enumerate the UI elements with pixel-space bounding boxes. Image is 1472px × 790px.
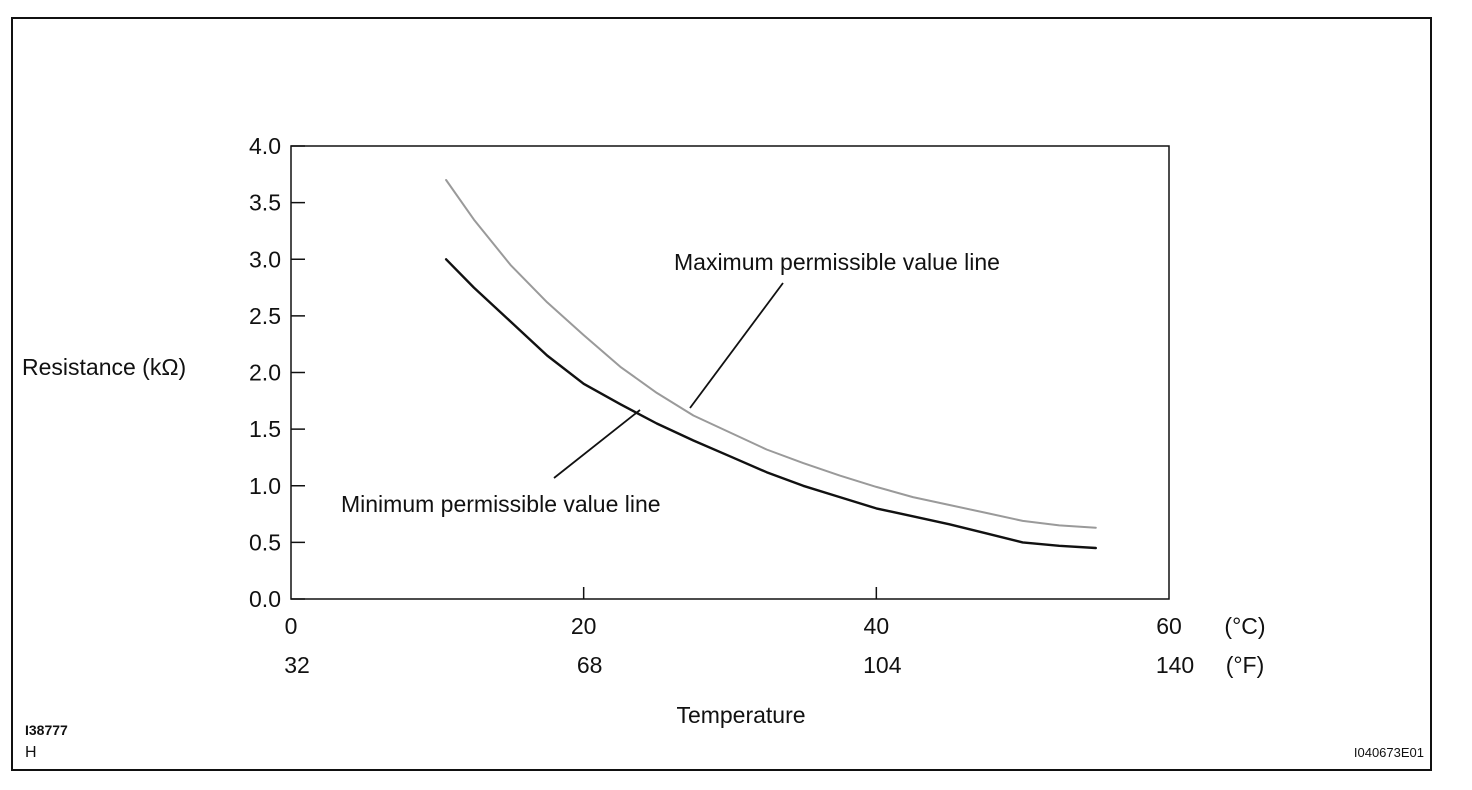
x-tick-label-f-1: 68	[577, 652, 603, 678]
min-callout-leader	[553, 409, 641, 479]
figure-code-left-sub: H	[25, 744, 37, 761]
y-tick-label-4: 2.0	[249, 360, 281, 386]
x-tick-label-f-3: 140	[1156, 652, 1194, 678]
y-axis-ticks: 0.0 0.5 1.0 1.5 2.0 2.5 3.0 3.5 4.0	[249, 133, 305, 612]
min-permissible-line	[444, 258, 1098, 550]
y-tick-label-8: 4.0	[249, 133, 281, 159]
max-permissible-line	[445, 179, 1097, 529]
max-callout-leader	[689, 282, 784, 409]
x-tick-label-f-2: 104	[863, 652, 902, 678]
celsius-unit-label: (°C)	[1224, 613, 1265, 639]
x-tick-label-f-0: 32	[284, 652, 310, 678]
figure-code-left: I38777	[25, 722, 68, 738]
x-tick-label-c-3: 60	[1156, 613, 1182, 639]
y-tick-label-2: 1.0	[249, 473, 281, 499]
x-tick-label-c-1: 20	[571, 613, 597, 639]
y-axis-label: Resistance (kΩ)	[22, 354, 186, 380]
figure-code-right: I040673E01	[1354, 745, 1424, 760]
min-line-annotation: Minimum permissible value line	[341, 491, 661, 517]
x-axis-ticks: 0 32 20 68 40 104 60 140	[284, 587, 1194, 678]
fahrenheit-unit-label: (°F)	[1226, 652, 1265, 678]
plot-area	[290, 145, 1170, 600]
series-lines	[444, 179, 1098, 550]
max-line-annotation: Maximum permissible value line	[674, 249, 1000, 275]
y-tick-label-5: 2.5	[249, 303, 281, 329]
y-tick-label-3: 1.5	[249, 416, 281, 442]
figure-frame	[11, 17, 1432, 771]
x-axis-label: Temperature	[676, 702, 805, 728]
y-tick-label-1: 0.5	[249, 529, 281, 555]
y-tick-label-0: 0.0	[249, 586, 281, 612]
x-tick-label-c-2: 40	[864, 613, 890, 639]
y-tick-label-7: 3.5	[249, 190, 281, 216]
y-tick-label-6: 3.0	[249, 246, 281, 272]
x-tick-label-c-0: 0	[285, 613, 298, 639]
